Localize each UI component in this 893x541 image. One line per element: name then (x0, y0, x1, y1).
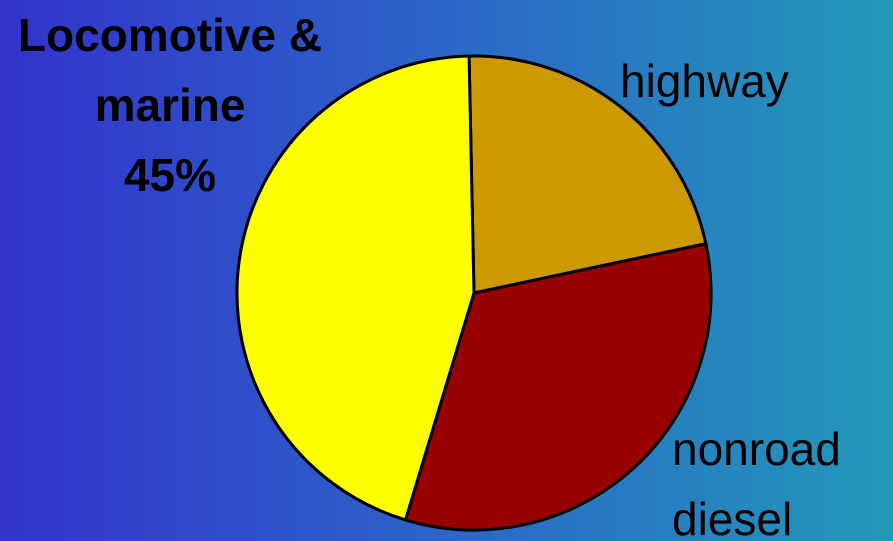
pie-slice (235, 54, 476, 522)
pie-slice (403, 242, 713, 532)
slice-label: Locomotive & marine (17, 9, 323, 131)
value-label: 45% (123, 149, 217, 201)
pie-slice (467, 54, 708, 295)
slice-label-group: Locomotive & marine 45% (0, 0, 340, 210)
slice-label: highway (620, 55, 789, 107)
slice-label: nonroad diesel (672, 423, 841, 541)
